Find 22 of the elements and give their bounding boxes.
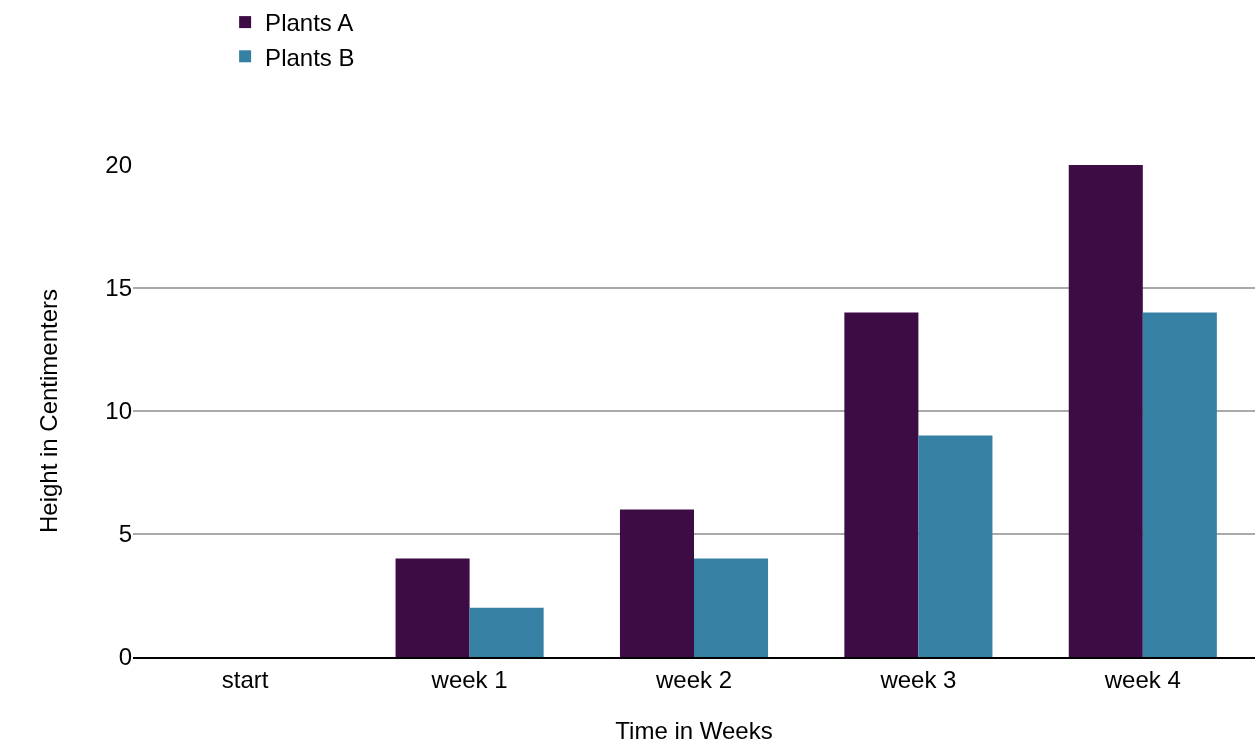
x-axis-title: Time in Weeks bbox=[615, 716, 773, 744]
x-tick-label: start bbox=[221, 665, 269, 693]
y-tick-label: 10 bbox=[105, 397, 132, 425]
bar bbox=[1068, 165, 1143, 657]
y-axis-title: Height in Centimenters bbox=[35, 288, 63, 534]
bar bbox=[1142, 312, 1217, 657]
y-tick-label: 15 bbox=[105, 274, 132, 302]
y-tick-label: 0 bbox=[118, 643, 132, 671]
bar bbox=[918, 435, 993, 657]
bar bbox=[694, 558, 769, 657]
x-tick-label: week 4 bbox=[1103, 665, 1181, 693]
x-tick-label: week 3 bbox=[879, 665, 957, 693]
x-tick-label: week 2 bbox=[654, 665, 733, 693]
x-tick-label: week 1 bbox=[430, 665, 508, 693]
legend-label: Plants A bbox=[265, 9, 354, 37]
bar bbox=[395, 558, 470, 657]
y-tick-label: 5 bbox=[118, 520, 132, 548]
legend-label: Plants B bbox=[265, 43, 355, 71]
bar bbox=[619, 509, 694, 657]
bar bbox=[469, 607, 544, 657]
bar bbox=[844, 312, 919, 657]
y-tick-label: 20 bbox=[105, 151, 132, 179]
